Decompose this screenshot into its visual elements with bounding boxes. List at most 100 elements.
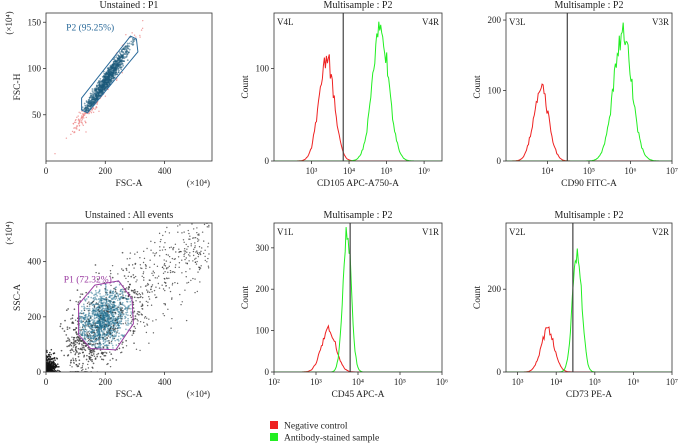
scatter-point [92,111,95,113]
scatter-point [136,293,139,296]
scatter-point [106,78,108,81]
scatter-point [99,344,102,347]
scatter-point [134,317,137,320]
scatter-point [88,325,90,327]
scatter-point [81,365,84,367]
fsc_ssc_p1-x-multiplier: (×10⁴) [187,389,210,399]
scatter-point [114,327,117,329]
scatter-point [204,259,206,262]
scatter-point [84,121,87,124]
scatter-point [128,48,131,51]
scatter-point [194,258,196,260]
scatter-point [137,297,140,299]
scatter-point [121,343,123,345]
scatter-point [105,302,108,305]
scatter-point [98,336,101,338]
scatter-point [173,258,175,261]
scatter-point [197,271,199,273]
scatter-point [111,276,114,279]
scatter-point [91,93,94,95]
scatter-point [71,130,74,133]
scatter-point [91,307,94,310]
scatter-point [120,308,122,310]
scatter-point [147,290,149,292]
scatter-point [182,239,185,241]
scatter-point [48,364,50,367]
scatter-point [81,123,84,125]
scatter-point [113,295,116,297]
scatter-point [78,336,80,339]
scatter-point [148,291,151,294]
scatter-point [187,254,190,256]
scatter-point [88,320,90,323]
scatter-point [186,282,188,284]
scatter-point [108,305,111,308]
scatter-point [116,329,119,332]
scatter-point [115,307,118,310]
scatter-point [81,331,84,333]
scatter-point [118,55,121,58]
scatter-point [82,124,85,127]
scatter-point [108,342,111,344]
scatter-point [81,366,83,369]
scatter-point [171,297,173,299]
fsc_ssc_p1-title: Unstained : All events [85,210,174,221]
scatter-point [114,298,117,301]
hist_cd90-frame [505,12,673,162]
scatter-point [88,314,90,317]
hist_cd105-xtick-label: 10⁶ [418,166,430,176]
scatter-point [145,289,148,291]
scatter-point [75,359,77,362]
scatter-point [115,296,117,298]
scatter-point [138,311,141,313]
scatter-point [51,361,54,364]
scatter-point [196,260,198,263]
scatter-point [116,57,119,59]
scatter-point [93,331,96,334]
scatter-point [66,354,69,357]
scatter-point [88,330,91,332]
scatter-point [170,327,172,329]
scatter-point [171,298,173,300]
scatter-point [100,299,103,302]
scatter-point [112,65,115,67]
scatter-point [96,82,99,84]
scatter-point [70,344,73,347]
scatter-point [145,267,147,270]
scatter-point [131,290,133,292]
fsc_ssc_p1-frame [45,222,213,373]
scatter-point [122,346,124,349]
scatter-point [85,108,88,111]
scatter-point [112,304,114,307]
scatter-point [98,332,101,334]
fsc_ssc_p2-title: Unstained : P1 [100,0,159,11]
scatter-point [120,313,123,315]
scatter-point [87,331,89,333]
scatter-point [106,337,109,340]
scatter-point [88,100,91,103]
hist_cd73-region-left: V2L [509,227,526,237]
hist_cd90-xtick-label: 10⁷ [666,166,678,176]
scatter-point [109,72,112,75]
scatter-point [178,248,180,250]
scatter-point [80,340,83,342]
scatter-point [188,232,190,235]
scatter-point [73,362,75,364]
scatter-point [100,328,103,330]
scatter-point [185,243,187,246]
scatter-point [189,235,191,237]
scatter-point [121,288,124,291]
scatter-point [106,67,109,70]
scatter-point [141,293,144,295]
scatter-point [78,343,80,345]
scatter-point [88,332,91,335]
scatter-point [189,255,191,257]
scatter-point [133,307,135,309]
scatter-point [94,324,96,326]
scatter-point [117,54,119,56]
scatter-point [106,81,109,83]
scatter-point [142,272,144,275]
scatter-point [109,331,111,334]
scatter-point [74,349,77,351]
